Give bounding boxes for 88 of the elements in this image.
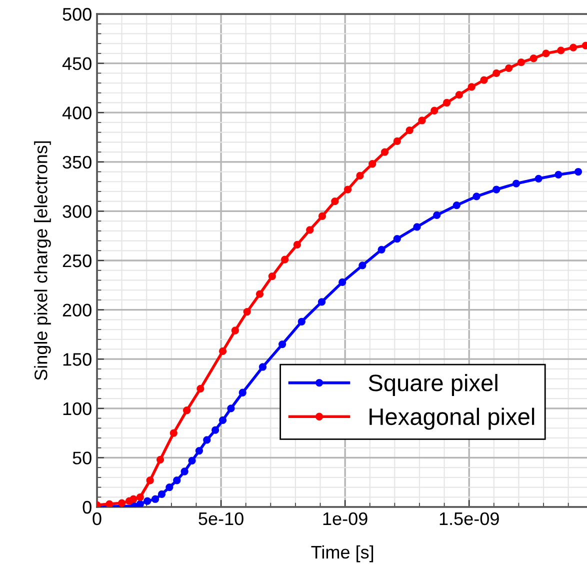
y-tick-label: 300 (62, 205, 92, 218)
point (231, 326, 239, 334)
point (530, 54, 538, 62)
point (278, 340, 286, 348)
point (306, 226, 314, 234)
point (106, 500, 114, 507)
x-tick-label: 5e-10 (198, 512, 244, 526)
y-tick-label: 350 (62, 156, 92, 169)
point (166, 483, 174, 492)
point (430, 106, 438, 114)
y-tick-label: 250 (62, 254, 92, 268)
point (455, 91, 463, 99)
point (574, 168, 582, 176)
point (188, 456, 196, 464)
x-tick-label: 0 (92, 512, 102, 526)
point (298, 318, 306, 326)
point (158, 490, 166, 498)
y-tick-label: 0 (82, 500, 92, 514)
x-tick-label: 1e-09 (323, 512, 368, 526)
point (406, 126, 414, 134)
point (557, 46, 565, 54)
point (468, 83, 476, 91)
point (238, 388, 246, 396)
point (344, 186, 352, 194)
point (180, 468, 188, 476)
x-axis-title: Time [s] (311, 545, 374, 562)
point (504, 64, 513, 72)
point (151, 495, 160, 503)
point (203, 436, 211, 444)
y-tick-label: 150 (63, 353, 92, 366)
point (331, 198, 339, 206)
point (227, 404, 235, 412)
y-axis-title: Single pixel charge [electrons] (34, 141, 51, 380)
point (318, 298, 326, 306)
point (492, 69, 500, 77)
point (393, 137, 401, 146)
point (413, 223, 421, 231)
point (173, 476, 181, 484)
point (378, 246, 386, 254)
point (212, 426, 220, 434)
point (136, 493, 144, 501)
y-tick-label: 400 (62, 106, 92, 120)
point (130, 495, 138, 503)
point (243, 308, 251, 316)
point (268, 272, 276, 280)
point (393, 234, 401, 243)
point (512, 180, 520, 188)
y-tick-label: 450 (62, 57, 92, 70)
point (144, 497, 152, 505)
point (356, 172, 364, 180)
point (472, 192, 480, 200)
point (195, 446, 204, 455)
point (293, 240, 302, 249)
y-tick-label: 100 (63, 402, 92, 416)
point (338, 278, 346, 286)
point (280, 256, 289, 264)
point (258, 363, 267, 371)
x-tick-label: 1.5e-09 (440, 512, 499, 526)
point (517, 58, 526, 66)
y-tick-label: 500 (62, 8, 92, 21)
point (442, 98, 451, 107)
point (170, 429, 178, 437)
point (358, 262, 366, 270)
point (433, 211, 441, 219)
y-tick-label: 200 (62, 304, 92, 317)
point (196, 384, 204, 392)
legend-label: Square pixel (368, 374, 498, 396)
point (534, 174, 542, 182)
point (542, 50, 550, 58)
point (418, 116, 426, 124)
point (318, 212, 326, 220)
point (218, 347, 227, 356)
point (118, 499, 126, 507)
y-tick-label: 50 (72, 452, 92, 464)
point (256, 290, 264, 298)
point (554, 170, 562, 179)
point (492, 186, 500, 194)
point (380, 148, 389, 156)
point (452, 201, 461, 210)
point (182, 406, 191, 414)
point (569, 44, 578, 52)
point (368, 160, 376, 168)
point (218, 416, 227, 424)
legend-label: Hexagonal pixel (370, 408, 534, 430)
point (480, 76, 488, 84)
point (136, 500, 144, 507)
point (146, 476, 154, 484)
point (156, 456, 164, 464)
